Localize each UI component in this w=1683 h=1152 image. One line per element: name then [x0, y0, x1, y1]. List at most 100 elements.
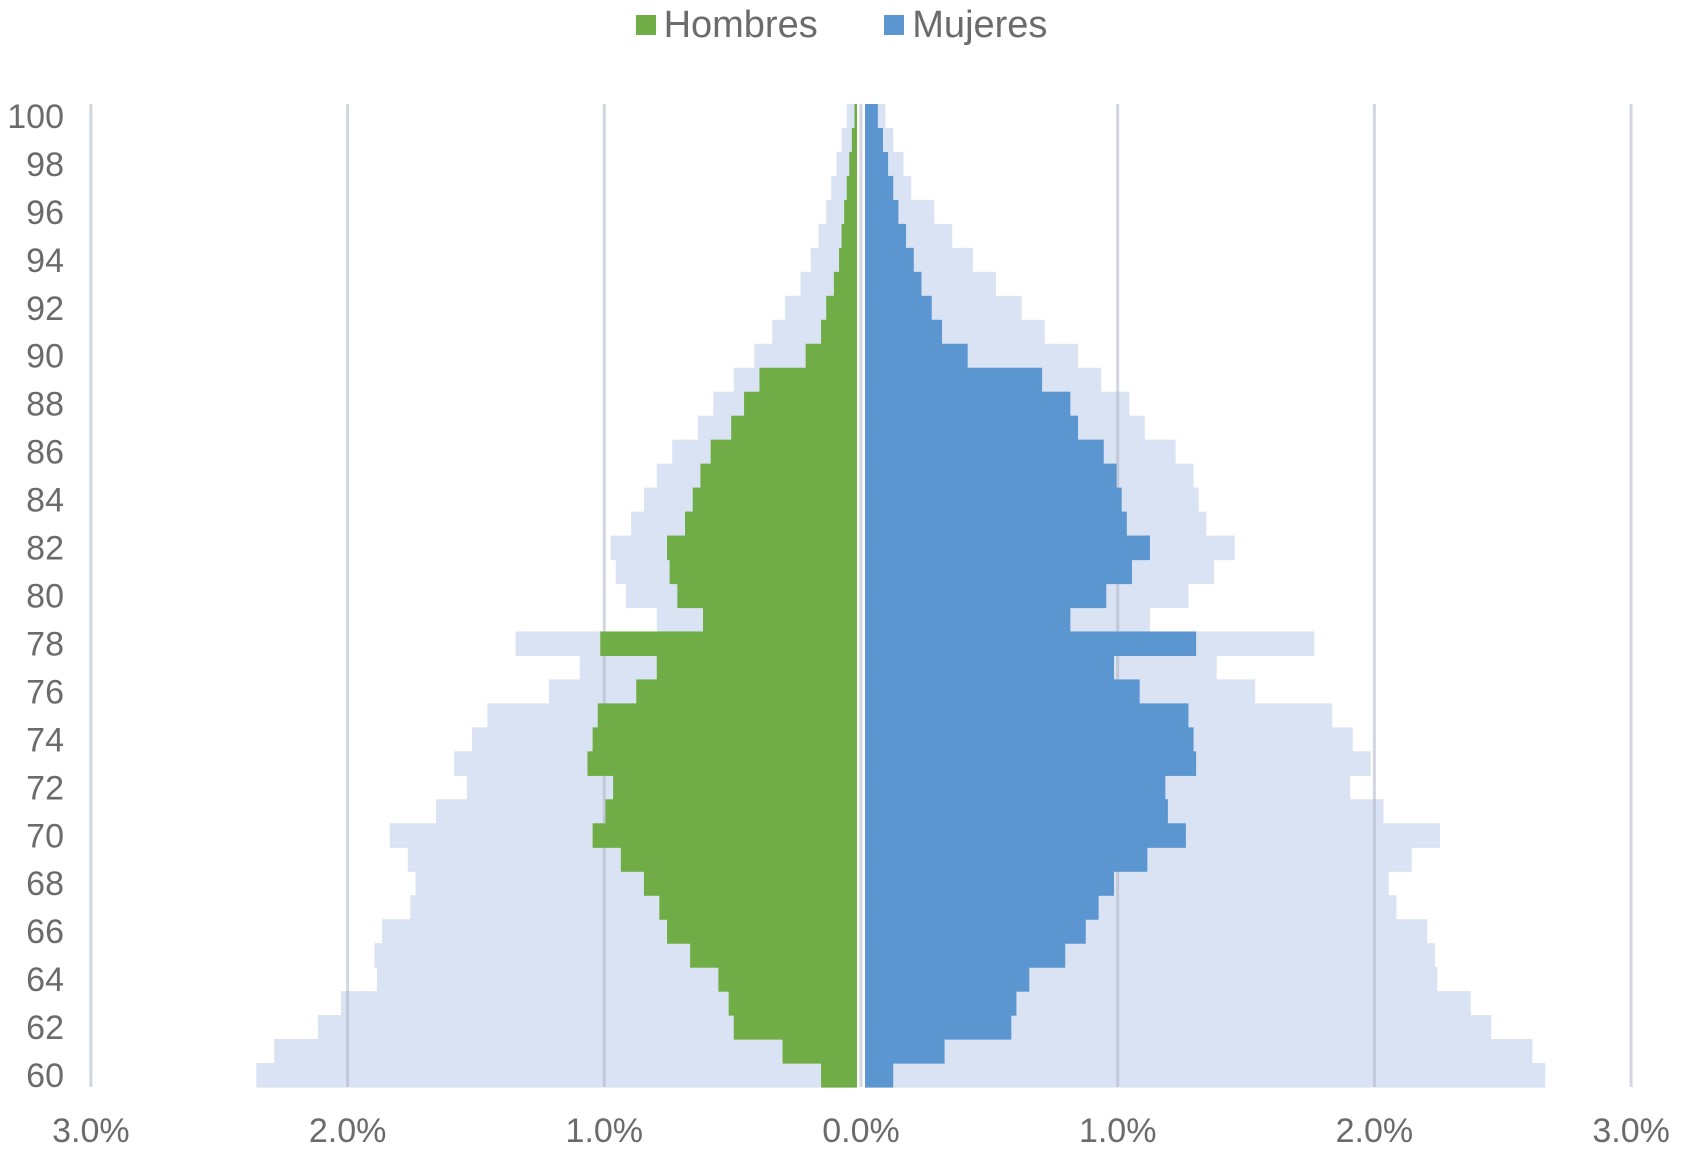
- legend-swatch-mujeres: [884, 15, 905, 35]
- bar-mujeres-87: [865, 415, 1079, 441]
- y-tick-label-68: 68: [26, 865, 64, 903]
- bar-mujeres-72: [865, 775, 1166, 800]
- bar-hombres-63: [728, 991, 857, 1016]
- bar-hombres-68: [643, 871, 857, 896]
- bar-hombres-61: [782, 1039, 857, 1064]
- x-tick-label-0: 3.0%: [52, 1112, 130, 1150]
- bar-mujeres-95: [865, 223, 907, 249]
- bar-hombres-93: [833, 271, 857, 297]
- x-tick-label-4: 1.0%: [1079, 1112, 1157, 1150]
- bar-hombres-87: [731, 415, 857, 441]
- bar-mujeres-83: [865, 511, 1127, 537]
- bar-mujeres-79: [865, 607, 1071, 633]
- bar-hombres-99: [851, 127, 857, 153]
- bar-mujeres-71: [865, 799, 1168, 824]
- bar-hombres-85: [700, 463, 857, 489]
- bar-hombres-66: [667, 919, 857, 944]
- bar-hombres-92: [826, 295, 857, 321]
- bar-hombres-90: [805, 343, 857, 369]
- legend-label-mujeres: Mujeres: [912, 3, 1048, 46]
- bar-mujeres-65: [865, 943, 1066, 968]
- y-tick-label-82: 82: [26, 530, 64, 568]
- bar-mujeres-63: [865, 991, 1017, 1016]
- bar-hombres-94: [839, 247, 857, 273]
- y-tick-label-80: 80: [26, 578, 64, 616]
- y-tick-label-84: 84: [26, 482, 64, 520]
- bar-hombres-83: [685, 511, 857, 537]
- bar-hombres-74: [592, 727, 857, 752]
- bar-mujeres-93: [865, 271, 922, 297]
- y-tick-label-60: 60: [26, 1057, 64, 1095]
- bar-mujeres-81: [865, 559, 1132, 585]
- y-tick-label-78: 78: [26, 625, 64, 663]
- y-tick-label-66: 66: [26, 913, 64, 951]
- chart-legend: Hombres Mujeres: [0, 2, 1683, 47]
- bar-hombres-100: [854, 104, 857, 129]
- background-bar-right-60: [865, 1063, 1546, 1088]
- bar-hombres-80: [677, 583, 857, 609]
- bar-mujeres-88: [865, 391, 1071, 417]
- background-bar-right-61: [865, 1039, 1533, 1064]
- bar-mujeres-100: [865, 104, 878, 129]
- bar-hombres-91: [821, 319, 857, 345]
- bar-mujeres-98: [865, 151, 889, 177]
- bar-hombres-95: [841, 223, 857, 249]
- bar-mujeres-76: [865, 679, 1140, 704]
- bar-mujeres-73: [865, 751, 1197, 776]
- bar-mujeres-75: [865, 703, 1189, 728]
- bar-mujeres-85: [865, 463, 1117, 489]
- background-bar-left-100: [846, 104, 857, 129]
- x-tick-label-1: 2.0%: [309, 1112, 387, 1150]
- bar-mujeres-64: [865, 967, 1030, 992]
- bar-hombres-65: [690, 943, 857, 968]
- y-tick-label-98: 98: [26, 146, 64, 184]
- bar-mujeres-67: [865, 895, 1099, 920]
- y-tick-label-94: 94: [26, 242, 64, 280]
- bar-hombres-70: [592, 823, 857, 848]
- y-tick-label-70: 70: [26, 817, 64, 855]
- bar-hombres-89: [759, 367, 857, 393]
- bar-hombres-72: [613, 775, 857, 800]
- bar-hombres-69: [620, 847, 857, 872]
- bar-hombres-71: [605, 799, 857, 824]
- bar-hombres-76: [636, 679, 857, 704]
- bar-hombres-82: [667, 535, 857, 561]
- x-tick-label-3: 0.0%: [822, 1112, 900, 1150]
- bar-mujeres-60: [865, 1063, 894, 1088]
- bar-hombres-96: [844, 199, 857, 225]
- y-tick-label-90: 90: [26, 338, 64, 376]
- x-tick-label-5: 2.0%: [1336, 1112, 1414, 1150]
- y-tick-label-92: 92: [26, 290, 64, 328]
- bar-hombres-78: [600, 631, 857, 657]
- bar-mujeres-77: [865, 655, 1114, 681]
- y-tick-label-72: 72: [26, 769, 64, 807]
- bar-mujeres-82: [865, 535, 1150, 561]
- bar-mujeres-96: [865, 199, 899, 225]
- bar-mujeres-74: [865, 727, 1194, 752]
- y-tick-label-74: 74: [26, 721, 64, 759]
- bar-hombres-77: [656, 655, 857, 681]
- bar-mujeres-91: [865, 319, 943, 345]
- bar-mujeres-70: [865, 823, 1186, 848]
- background-bar-left-60: [256, 1063, 857, 1088]
- bar-hombres-62: [733, 1015, 857, 1040]
- bar-hombres-86: [710, 439, 857, 465]
- bar-hombres-64: [718, 967, 857, 992]
- bar-mujeres-92: [865, 295, 932, 321]
- bar-mujeres-80: [865, 583, 1107, 609]
- x-tick-label-6: 3.0%: [1592, 1112, 1670, 1150]
- bar-hombres-60: [821, 1063, 857, 1088]
- bar-mujeres-86: [865, 439, 1104, 465]
- bar-mujeres-99: [865, 127, 883, 153]
- bar-hombres-75: [597, 703, 857, 728]
- y-tick-label-96: 96: [26, 194, 64, 232]
- bar-mujeres-97: [865, 175, 894, 201]
- bar-mujeres-69: [865, 847, 1148, 872]
- legend-label-hombres: Hombres: [663, 3, 818, 46]
- bar-mujeres-66: [865, 919, 1086, 944]
- bar-mujeres-61: [865, 1039, 945, 1064]
- bar-hombres-84: [692, 487, 857, 513]
- bar-hombres-81: [669, 559, 857, 585]
- bar-mujeres-78: [865, 631, 1197, 657]
- legend-item-hombres: Hombres: [635, 3, 818, 47]
